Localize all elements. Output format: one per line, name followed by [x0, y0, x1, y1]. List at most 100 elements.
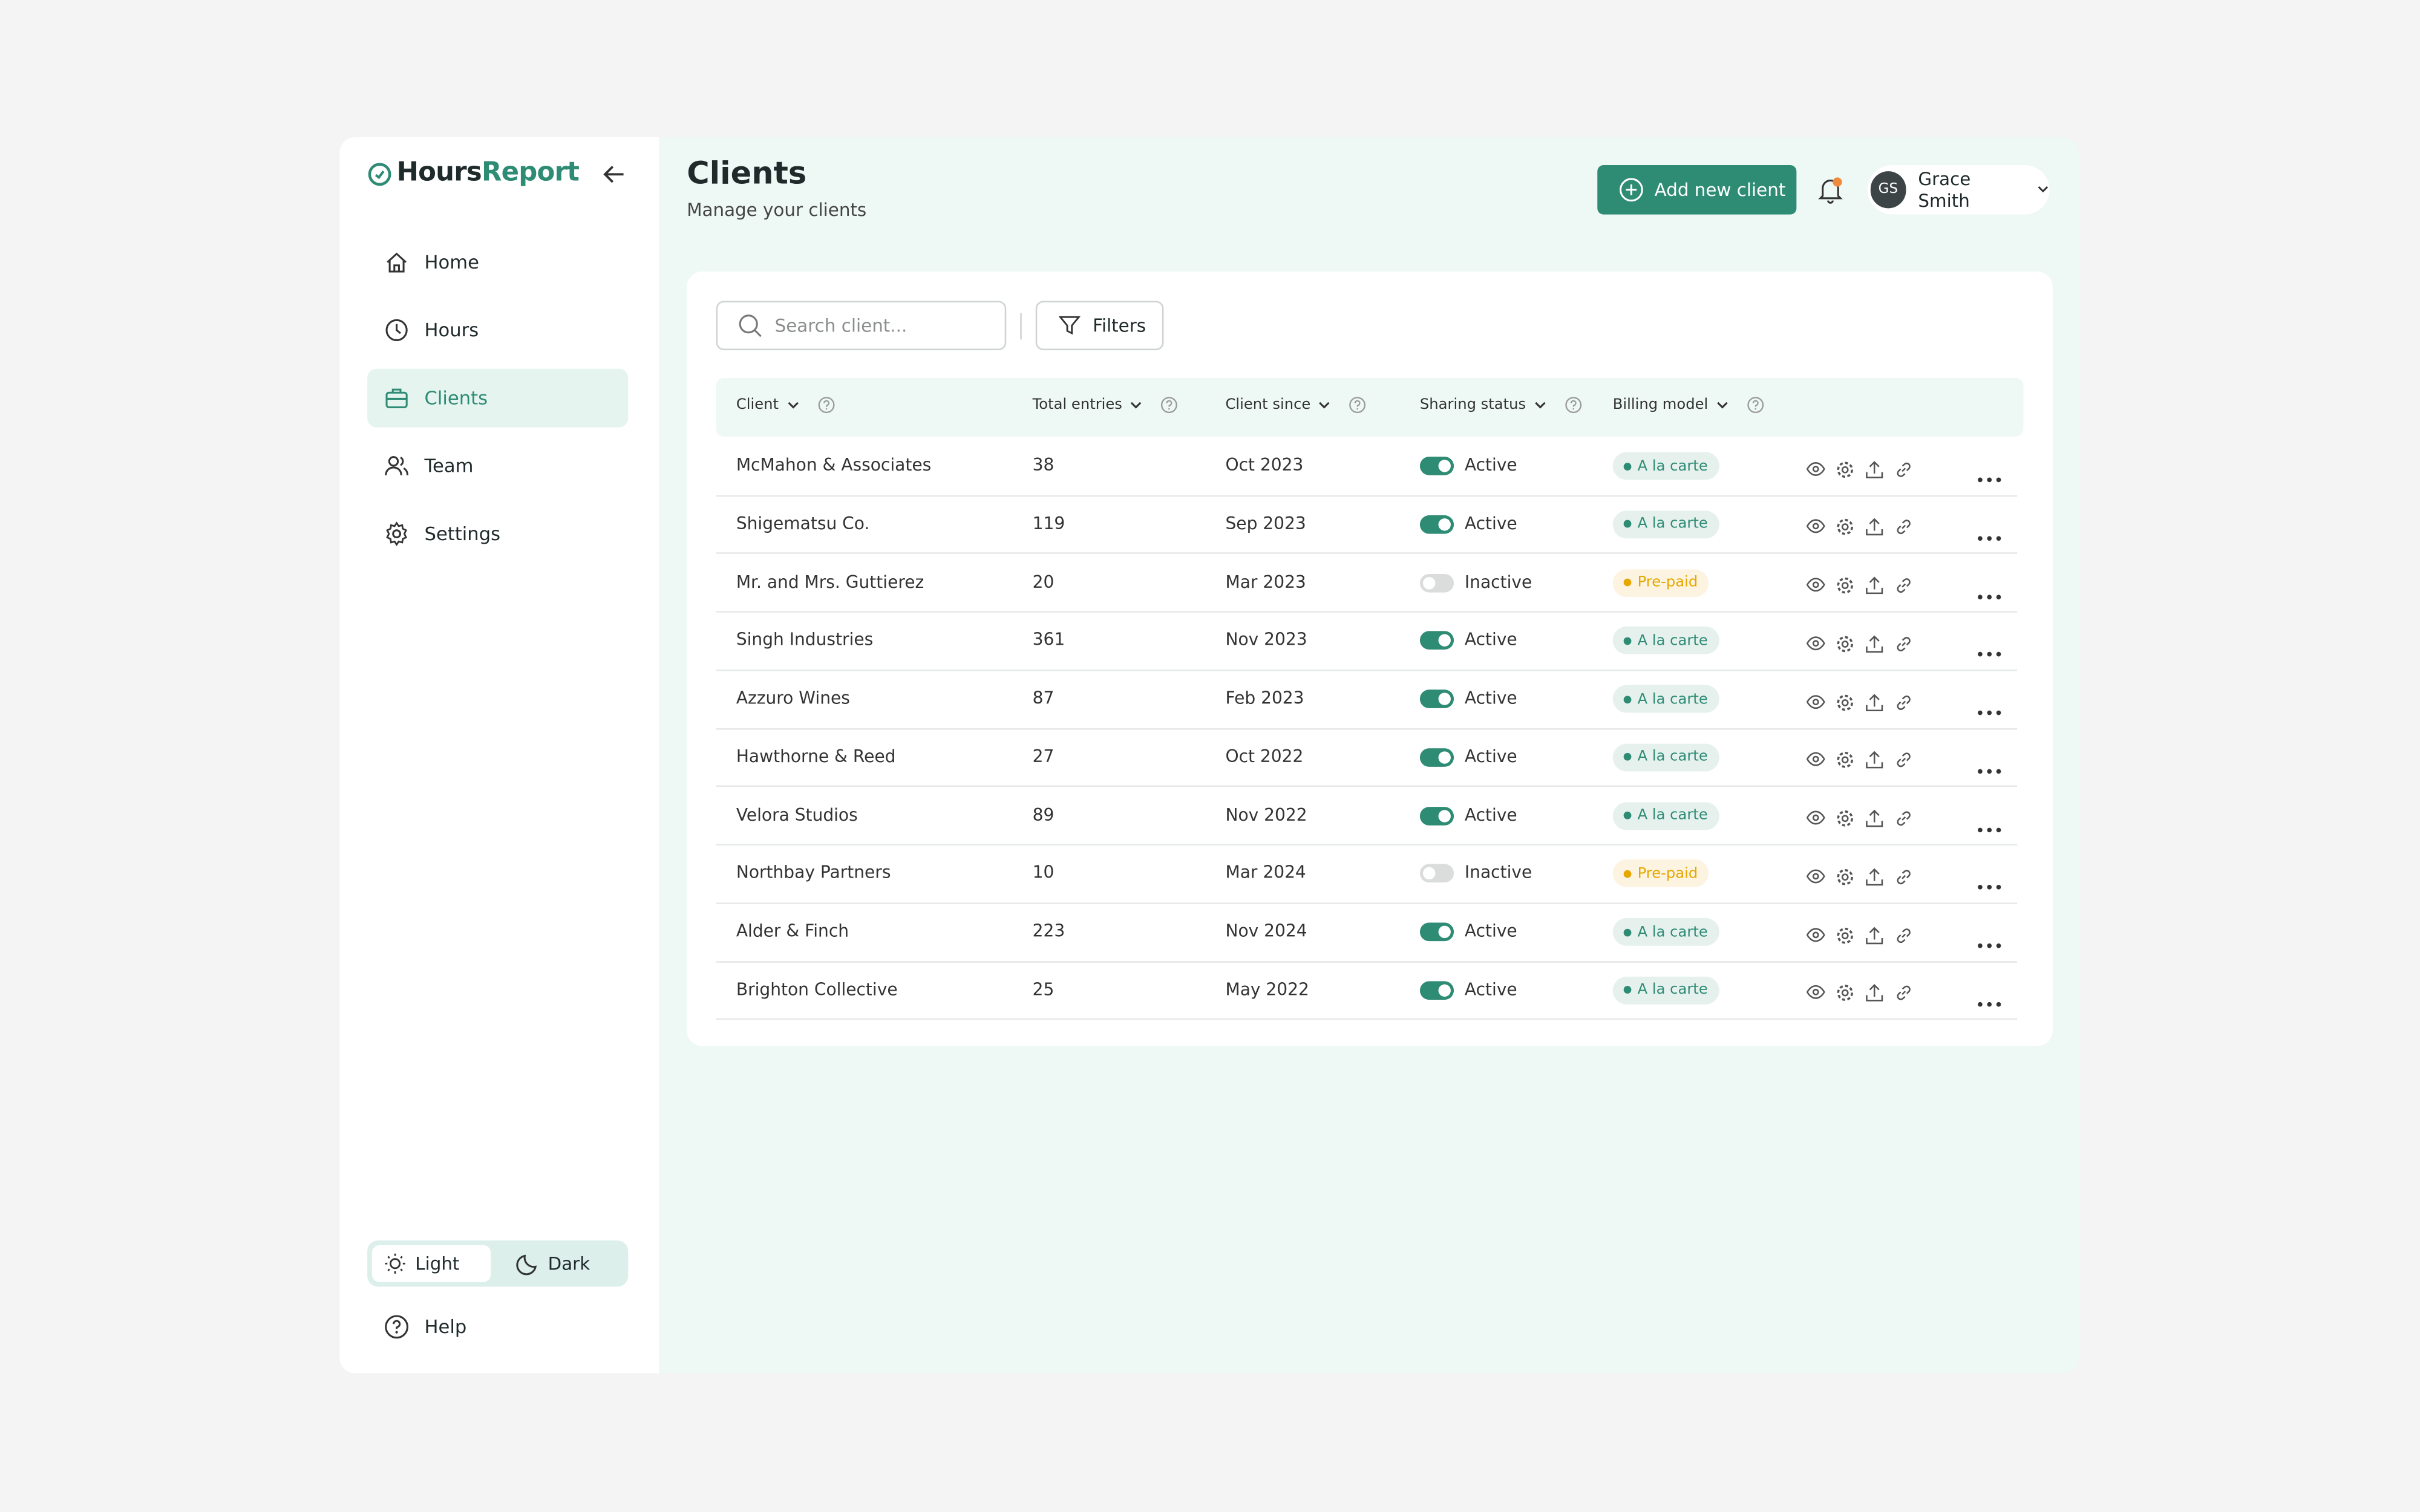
share-button[interactable] [1865, 456, 1885, 478]
copy-link-button[interactable] [1894, 631, 1914, 651]
copy-link-button[interactable] [1894, 456, 1914, 477]
table-row [716, 611, 2024, 670]
more-menu[interactable] [1977, 578, 2002, 599]
share-button[interactable] [1865, 747, 1885, 769]
billing-badge: A la carte [1612, 627, 1719, 655]
help-link[interactable]: Help [367, 1297, 628, 1356]
user-menu[interactable]: GS Grace Smith [1867, 165, 2050, 215]
client-since: Nov 2023 [1225, 630, 1307, 650]
copy-link-button[interactable] [1894, 514, 1914, 535]
more-menu[interactable] [1977, 636, 2002, 657]
nav-item[interactable]: Home [367, 233, 628, 292]
configure-button[interactable] [1835, 456, 1855, 477]
share-button[interactable] [1865, 922, 1885, 943]
configure-button[interactable] [1835, 747, 1855, 769]
column-header[interactable]: Billing model [1613, 397, 1764, 414]
sharing-toggle[interactable] [1419, 806, 1454, 825]
sharing-toggle[interactable] [1419, 515, 1454, 534]
share-button[interactable] [1865, 980, 1885, 1002]
view-button[interactable] [1806, 572, 1826, 592]
share-button[interactable] [1865, 572, 1885, 595]
nav-label: Home [424, 251, 479, 273]
sharing-toggle[interactable] [1419, 864, 1454, 883]
sharing-toggle[interactable] [1419, 573, 1454, 592]
add-client-button[interactable]: Add new client [1597, 165, 1797, 215]
view-button[interactable] [1806, 864, 1826, 884]
collapse-button[interactable] [602, 163, 627, 185]
configure-button[interactable] [1835, 514, 1855, 536]
configure-button[interactable] [1835, 980, 1855, 1002]
configure-button[interactable] [1835, 806, 1855, 827]
client-since: Sep 2023 [1225, 513, 1306, 534]
column-header[interactable]: Client [736, 397, 834, 414]
share-button[interactable] [1865, 806, 1885, 827]
view-button[interactable] [1806, 806, 1826, 826]
more-menu[interactable] [1977, 461, 2002, 483]
view-button[interactable] [1806, 980, 1826, 1000]
view-button[interactable] [1806, 631, 1826, 651]
copy-link-button[interactable] [1894, 572, 1914, 593]
more-menu[interactable] [1977, 869, 2002, 890]
copy-link-button[interactable] [1894, 980, 1914, 1001]
sharing-toggle[interactable] [1419, 689, 1454, 708]
view-button[interactable] [1806, 514, 1826, 534]
divider [1020, 313, 1022, 340]
filters-button[interactable]: Filters [1035, 301, 1164, 351]
configure-button[interactable] [1835, 864, 1855, 885]
column-label: Client [736, 396, 779, 414]
billing-badge: Pre-paid [1612, 569, 1709, 596]
view-button[interactable] [1806, 747, 1826, 767]
configure-button[interactable] [1835, 572, 1855, 594]
view-button[interactable] [1806, 689, 1826, 709]
sharing-toggle[interactable] [1419, 922, 1454, 942]
billing-badge: A la carte [1612, 917, 1719, 946]
nav-item[interactable]: Hours [367, 301, 628, 359]
more-menu[interactable] [1977, 985, 2002, 1006]
sharing-toggle[interactable] [1419, 980, 1454, 1000]
sharing-status: Active [1464, 746, 1517, 767]
nav-item[interactable]: Team [367, 437, 628, 495]
more-menu[interactable] [1977, 694, 2002, 715]
view-button[interactable] [1806, 922, 1826, 942]
copy-link-button[interactable] [1894, 922, 1914, 942]
more-menu[interactable] [1977, 811, 2002, 832]
copy-link-button[interactable] [1894, 747, 1914, 767]
billing-badge: A la carte [1612, 801, 1719, 830]
theme-light[interactable]: Light [371, 1245, 491, 1282]
column-header[interactable]: Client since [1225, 397, 1366, 414]
page-title: Clients [687, 154, 807, 192]
billing-label: A la carte [1637, 982, 1708, 999]
copy-link-button[interactable] [1894, 806, 1914, 826]
nav-label: Team [424, 455, 474, 477]
nav-item[interactable]: Settings [367, 504, 628, 563]
sharing-toggle[interactable] [1419, 748, 1454, 767]
share-button[interactable] [1865, 864, 1885, 885]
notifications[interactable] [1818, 176, 1843, 204]
theme-dark[interactable]: Dark [500, 1245, 624, 1282]
sharing-toggle[interactable] [1419, 631, 1454, 650]
configure-button[interactable] [1835, 689, 1855, 710]
share-button[interactable] [1865, 689, 1885, 711]
table-row [716, 670, 2024, 728]
configure-button[interactable] [1835, 631, 1855, 652]
table-row [716, 495, 2024, 553]
more-menu[interactable] [1977, 752, 2002, 774]
nav-item[interactable]: Clients [367, 368, 629, 428]
billing-label: A la carte [1637, 515, 1708, 533]
share-button[interactable] [1865, 631, 1885, 653]
sharing-toggle[interactable] [1419, 457, 1454, 475]
client-since: Nov 2022 [1225, 804, 1307, 825]
nav-label: Clients [424, 387, 488, 409]
copy-link-button[interactable] [1894, 864, 1914, 884]
more-menu[interactable] [1977, 927, 2002, 948]
column-header[interactable]: Total entries [1033, 397, 1178, 414]
column-label: Sharing status [1419, 396, 1526, 414]
search-input[interactable]: Search client... [716, 301, 1007, 351]
billing-badge: A la carte [1612, 510, 1719, 538]
configure-button[interactable] [1835, 922, 1855, 943]
share-button[interactable] [1865, 514, 1885, 536]
copy-link-button[interactable] [1894, 689, 1914, 709]
more-menu[interactable] [1977, 520, 2002, 541]
view-button[interactable] [1806, 456, 1826, 476]
column-header[interactable]: Sharing status [1420, 397, 1581, 414]
